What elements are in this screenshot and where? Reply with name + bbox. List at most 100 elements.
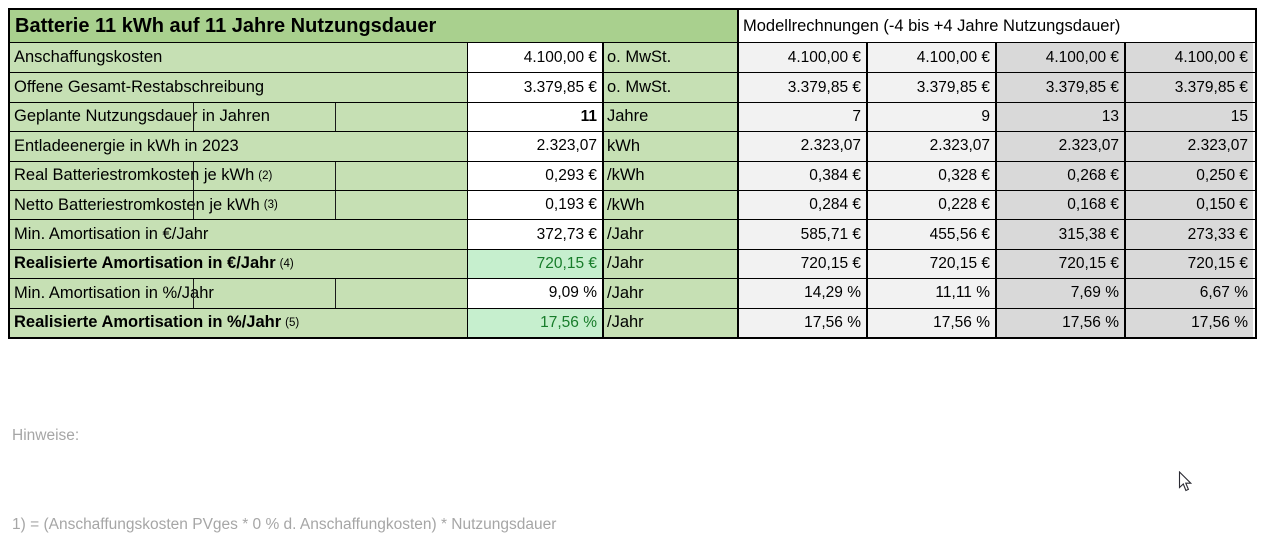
model-cell-2[interactable]: 11,11 %	[866, 279, 995, 308]
model-cell-2[interactable]: 0,228 €	[866, 190, 995, 220]
model-cell-1[interactable]: 720,15 €	[737, 249, 866, 279]
model-cell-2[interactable]: 17,56 %	[866, 308, 995, 337]
gridline	[193, 279, 194, 308]
model-cell-1[interactable]: 0,384 €	[737, 161, 866, 190]
row-label: Realisierte Amortisation in €/Jahr	[14, 254, 276, 273]
value-cell[interactable]: 372,73 €	[467, 220, 602, 249]
gridline	[335, 190, 336, 220]
gridline	[193, 102, 194, 132]
value-cell[interactable]: 3.379,85 €	[467, 73, 602, 102]
row-label-cell[interactable]: Real Batteriestromkosten je kWh (2)	[10, 161, 467, 190]
unit-cell[interactable]: o. MwSt.	[602, 73, 737, 102]
model-cell-4[interactable]: 6,67 %	[1124, 279, 1253, 308]
row-label: Offene Gesamt-Restabschreibung	[14, 78, 265, 97]
model-cell-1[interactable]: 3.379,85 €	[737, 73, 866, 102]
model-cell-3[interactable]: 2.323,07	[995, 132, 1124, 161]
model-cell-4[interactable]: 15	[1124, 102, 1253, 132]
table-row: Offene Gesamt-Restabschreibung 3.379,85 …	[10, 72, 1255, 102]
table-row: Entladeenergie in kWh in 2023 2.323,07 k…	[10, 131, 1255, 161]
footnote-marker: (5)	[285, 316, 300, 329]
table-row: Netto Batteriestromkosten je kWh (3) 0,19…	[10, 189, 1255, 220]
unit-cell[interactable]: o. MwSt.	[602, 43, 737, 73]
row-label-cell[interactable]: Min. Amortisation in €/Jahr	[10, 220, 467, 249]
row-label: Min. Amortisation in %/Jahr	[14, 283, 214, 302]
model-cell-3[interactable]: 17,56 %	[995, 308, 1124, 337]
model-cell-3[interactable]: 0,268 €	[995, 161, 1124, 190]
footnote-line-1: 1) = (Anschaffungskosten PVges * 0 % d. …	[12, 515, 557, 533]
unit-cell[interactable]: /Jahr	[602, 249, 737, 279]
model-cell-4[interactable]: 4.100,00 €	[1124, 43, 1253, 73]
model-cell-2[interactable]: 455,56 €	[866, 220, 995, 249]
model-cell-1[interactable]: 7	[737, 102, 866, 132]
footnote-marker: (3)	[263, 199, 278, 212]
value-cell[interactable]: 9,09 %	[467, 279, 602, 308]
model-cell-2[interactable]: 9	[866, 102, 995, 132]
footnote-marker: (4)	[279, 257, 294, 270]
model-cell-4[interactable]: 2.323,07	[1124, 132, 1253, 161]
row-label: Real Batteriestromkosten je kWh	[14, 166, 255, 185]
model-cell-3[interactable]: 3.379,85 €	[995, 73, 1124, 102]
model-cell-1[interactable]: 17,56 %	[737, 308, 866, 337]
value-cell[interactable]: 11	[467, 102, 602, 132]
model-cell-4[interactable]: 720,15 €	[1124, 249, 1253, 279]
unit-cell[interactable]: /kWh	[602, 161, 737, 190]
model-cell-4[interactable]: 0,150 €	[1124, 190, 1253, 220]
model-cell-4[interactable]: 3.379,85 €	[1124, 73, 1253, 102]
model-calculations-header[interactable]: Modellrechnungen (-4 bis +4 Jahre Nutzun…	[737, 10, 1255, 42]
unit-cell[interactable]: /Jahr	[602, 279, 737, 308]
model-cell-1[interactable]: 585,71 €	[737, 220, 866, 249]
row-label-cell[interactable]: Min. Amortisation in %/Jahr	[10, 279, 467, 308]
gridline	[335, 279, 336, 308]
model-cell-1[interactable]: 4.100,00 €	[737, 43, 866, 73]
row-label-cell[interactable]: Realisierte Amortisation in %/Jahr (5)	[10, 308, 467, 337]
table-header-row: Batterie 11 kWh auf 11 Jahre Nutzungsdau…	[10, 10, 1255, 43]
model-cell-2[interactable]: 0,328 €	[866, 161, 995, 190]
model-cell-4[interactable]: 0,250 €	[1124, 161, 1253, 190]
model-cell-3[interactable]: 0,168 €	[995, 190, 1124, 220]
model-cell-3[interactable]: 7,69 %	[995, 279, 1124, 308]
model-cell-3[interactable]: 315,38 €	[995, 220, 1124, 249]
row-label-cell[interactable]: Entladeenergie in kWh in 2023	[10, 132, 467, 161]
model-cell-1[interactable]: 0,284 €	[737, 190, 866, 220]
table-row: Anschaffungskosten 4.100,00 € o. MwSt. 4…	[10, 43, 1255, 73]
unit-cell[interactable]: kWh	[602, 132, 737, 161]
row-label-cell[interactable]: Realisierte Amortisation in €/Jahr (4)	[10, 249, 467, 279]
model-cell-1[interactable]: 2.323,07	[737, 132, 866, 161]
unit-cell[interactable]: /kWh	[602, 190, 737, 220]
row-label: Entladeenergie in kWh in 2023	[14, 136, 239, 155]
row-label: Anschaffungskosten	[14, 48, 163, 67]
row-label-cell[interactable]: Netto Batteriestromkosten je kWh (3)	[10, 190, 467, 220]
model-cell-2[interactable]: 4.100,00 €	[866, 43, 995, 73]
gridline	[193, 161, 194, 190]
value-cell-highlighted[interactable]: 720,15 €	[467, 249, 602, 279]
model-cell-3[interactable]: 720,15 €	[995, 249, 1124, 279]
row-label-cell[interactable]: Offene Gesamt-Restabschreibung	[10, 73, 467, 102]
model-cell-2[interactable]: 720,15 €	[866, 249, 995, 279]
row-label-cell[interactable]: Geplante Nutzungsdauer in Jahren	[10, 102, 467, 132]
model-cell-3[interactable]: 13	[995, 102, 1124, 132]
row-label: Realisierte Amortisation in %/Jahr	[14, 313, 282, 332]
unit-cell[interactable]: /Jahr	[602, 308, 737, 337]
value-cell-highlighted[interactable]: 17,56 %	[467, 308, 602, 337]
model-cell-2[interactable]: 2.323,07	[866, 132, 995, 161]
unit-cell[interactable]: /Jahr	[602, 220, 737, 249]
model-cell-4[interactable]: 17,56 %	[1124, 308, 1253, 337]
value-cell[interactable]: 0,293 €	[467, 161, 602, 190]
model-cell-1[interactable]: 14,29 %	[737, 279, 866, 308]
row-label: Min. Amortisation in €/Jahr	[14, 225, 209, 244]
table-row: Realisierte Amortisation in €/Jahr (4) 72…	[10, 248, 1255, 279]
value-cell[interactable]: 4.100,00 €	[467, 43, 602, 73]
table-title[interactable]: Batterie 11 kWh auf 11 Jahre Nutzungsdau…	[10, 10, 737, 42]
model-cell-3[interactable]: 4.100,00 €	[995, 43, 1124, 73]
table-row: Geplante Nutzungsdauer in Jahren 11 Jahr…	[10, 101, 1255, 132]
model-cell-2[interactable]: 3.379,85 €	[866, 73, 995, 102]
model-cell-4[interactable]: 273,33 €	[1124, 220, 1253, 249]
value-cell[interactable]: 2.323,07	[467, 132, 602, 161]
unit-cell[interactable]: Jahre	[602, 102, 737, 132]
row-label-cell[interactable]: Anschaffungskosten	[10, 43, 467, 73]
row-label: Netto Batteriestromkosten je kWh	[14, 195, 260, 214]
gridline	[335, 102, 336, 132]
value-cell[interactable]: 0,193 €	[467, 190, 602, 220]
table-row: Min. Amortisation in %/Jahr 9,09 % /Jahr…	[10, 278, 1255, 308]
